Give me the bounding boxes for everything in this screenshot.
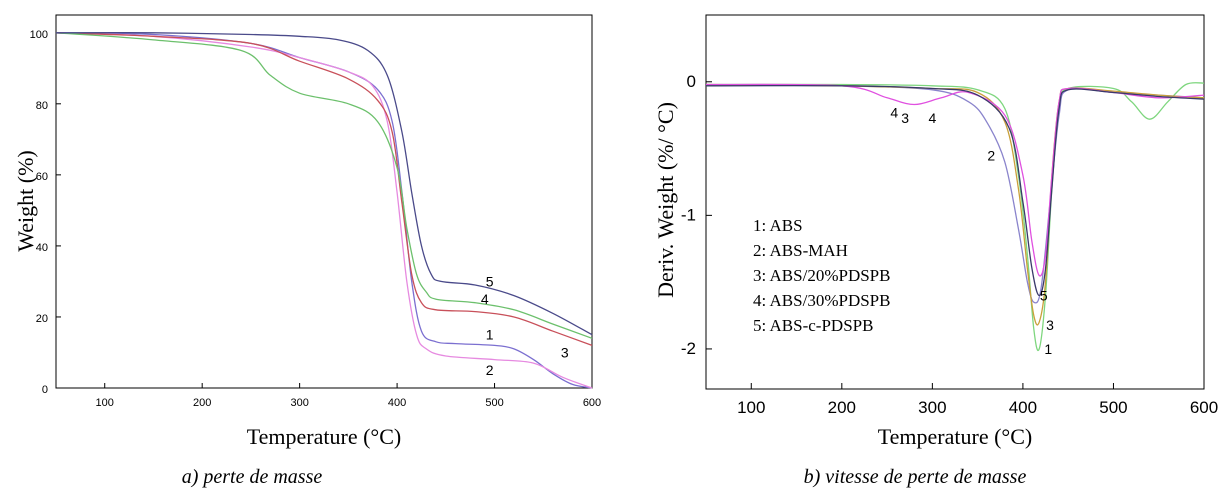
panel-b-curves [705,82,1205,351]
series-line-2 [55,32,593,389]
panel-a-curve-labels: 1 2 3 4 5 [481,273,569,378]
x-tick-label: 300 [918,398,946,417]
x-tick-label: 300 [290,397,308,409]
series-line-5 [705,84,1205,297]
panel-b-ticks: 100 200 300 400 500 600 -2 -1 0 [681,72,1218,417]
y-tick-label: -2 [681,339,696,358]
x-tick-label: 600 [1190,398,1218,417]
panel-b-y-axis-title: Deriv. Weight (%/ °C) [653,102,678,298]
panel-b-caption: b) vitesse de perte de masse [804,466,1027,488]
series-label-4: 4 [890,105,898,121]
panel-b-plot-frame [705,14,1205,390]
series-line-3 [705,83,1205,326]
x-tick-label: 400 [388,397,406,409]
series-label-4: 4 [481,291,489,307]
panel-b-x-axis-unit: °C [1001,424,1024,449]
y-tick-label: 20 [36,313,48,325]
x-tick-label: 100 [737,398,765,417]
panel-b-x-axis-title: Temperature (°C) [878,424,1032,449]
legend-entry-1: 1: ABS [753,216,803,235]
series-line-1 [705,82,1205,351]
y-tick-label: 0 [42,384,48,396]
legend-entry-3: 3: ABS/20%PDSPB [753,266,890,285]
annotation-label: 4 [928,110,936,126]
panel-a-ticks: 100 200 300 400 500 600 0 20 40 60 80 100 [30,29,602,409]
series-line-4 [705,83,1205,277]
legend-entry-2: 2: ABS-MAH [753,241,848,260]
panel-a-y-axis-title: Weight (%) [13,150,38,251]
x-tick-label: 200 [828,398,856,417]
panel-b-legend: 1: ABS 2: ABS-MAH 3: ABS/20%PDSPB 4: ABS/30… [753,216,890,335]
legend-entry-4: 4: ABS/30%PDSPB [753,291,890,310]
panel-a-curves [55,32,593,389]
panel-a-x-axis-unit: °C [370,424,393,449]
series-label-1: 1 [1044,341,1052,357]
panel-a-chart: 100 200 300 400 500 600 0 20 40 60 80 100 1 2 3 4 5 Wei… [13,14,602,488]
series-label-2: 2 [486,362,494,378]
panel-a-x-axis-label: Temperature [247,424,358,449]
series-label-1: 1 [486,327,494,343]
panel-a-caption: a) perte de masse [182,466,323,488]
y-tick-label: 40 [36,242,48,254]
series-line-5 [55,32,593,336]
x-tick-label: 500 [485,397,503,409]
panel-b-x-axis-label: Temperature [878,424,989,449]
y-tick-label: 100 [30,29,48,41]
y-tick-label: 80 [36,100,48,112]
series-line-3 [55,32,593,347]
series-label-5: 5 [486,273,494,289]
series-label-3: 3 [1046,317,1054,333]
series-line-1 [55,32,593,389]
series-label-3: 3 [561,344,569,360]
x-tick-label: 400 [1009,398,1037,417]
x-tick-label: 600 [583,397,601,409]
x-tick-label: 100 [96,397,114,409]
series-label-2: 2 [987,147,995,163]
series-line-4 [55,32,593,339]
y-tick-label: -1 [681,205,696,224]
x-tick-label: 200 [193,397,211,409]
panel-a-plot-frame [55,14,593,389]
annotation-label: 3 [901,110,909,126]
y-tick-label: 60 [36,171,48,183]
legend-entry-5: 5: ABS-c-PDSPB [753,316,873,335]
series-label-5: 5 [1040,288,1048,304]
panel-a-x-axis-title: Temperature (°C) [247,424,401,449]
x-tick-label: 500 [1099,398,1127,417]
y-tick-label: 0 [687,72,696,91]
